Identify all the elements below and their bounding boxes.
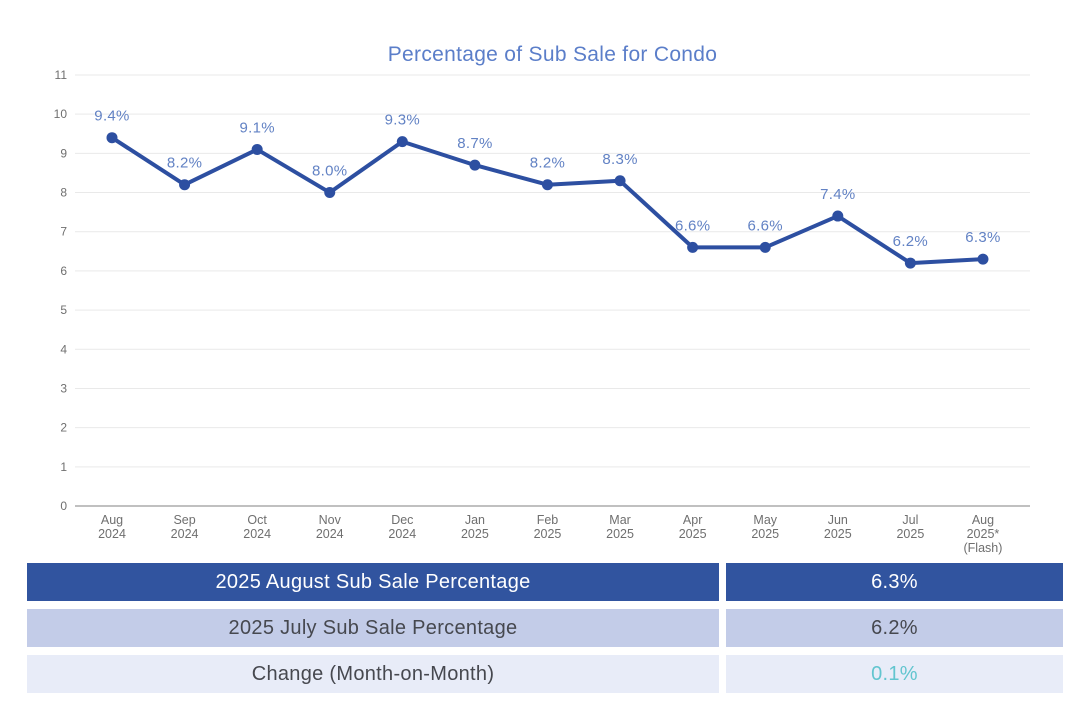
table-row-label: 2025 July Sub Sale Percentage [27, 609, 719, 647]
svg-text:8.7%: 8.7% [457, 135, 492, 152]
svg-text:8.2%: 8.2% [530, 155, 565, 172]
svg-text:0: 0 [60, 499, 67, 513]
svg-text:10: 10 [54, 107, 68, 121]
svg-text:8.2%: 8.2% [167, 155, 202, 172]
table-row-july: 2025 July Sub Sale Percentage 6.2% [27, 609, 1063, 647]
svg-text:11: 11 [55, 68, 68, 82]
svg-text:9: 9 [60, 146, 67, 160]
svg-text:5: 5 [60, 303, 67, 317]
svg-text:6.6%: 6.6% [675, 217, 710, 234]
svg-text:9.1%: 9.1% [239, 119, 274, 136]
svg-text:8.0%: 8.0% [312, 163, 347, 180]
svg-text:9.4%: 9.4% [94, 108, 129, 125]
svg-text:6.2%: 6.2% [893, 233, 928, 250]
svg-text:9.3%: 9.3% [385, 112, 420, 129]
chart-title: Percentage of Sub Sale for Condo [387, 43, 718, 66]
svg-text:7.4%: 7.4% [820, 186, 855, 203]
svg-text:6: 6 [60, 264, 67, 278]
table-row-value: 0.1% [726, 655, 1063, 693]
svg-text:1: 1 [60, 460, 67, 474]
sub-sale-line-chart: 0 1 2 3 4 5 6 7 8 9 10 11 Aug 2024 Sep 2024 Oct 2024 Nov 20… [54, 68, 1030, 555]
table-row-change: Change (Month-on-Month) 0.1% [27, 655, 1063, 693]
table-row-value: 6.2% [726, 609, 1063, 647]
table-row-value: 6.3% [726, 563, 1063, 601]
svg-text:6.6%: 6.6% [748, 217, 783, 234]
svg-text:4: 4 [60, 342, 67, 356]
svg-text:3: 3 [60, 381, 67, 395]
svg-text:2: 2 [60, 421, 67, 435]
table-row-august: 2025 August Sub Sale Percentage 6.3% [27, 563, 1063, 601]
table-row-label: Change (Month-on-Month) [27, 655, 719, 693]
svg-text:8: 8 [60, 186, 67, 200]
svg-text:8.3%: 8.3% [602, 151, 637, 168]
svg-text:6.3%: 6.3% [965, 229, 1000, 246]
summary-table: 2025 August Sub Sale Percentage 6.3% 202… [27, 563, 1063, 701]
svg-text:7: 7 [60, 225, 67, 239]
table-row-label: 2025 August Sub Sale Percentage [27, 563, 719, 601]
